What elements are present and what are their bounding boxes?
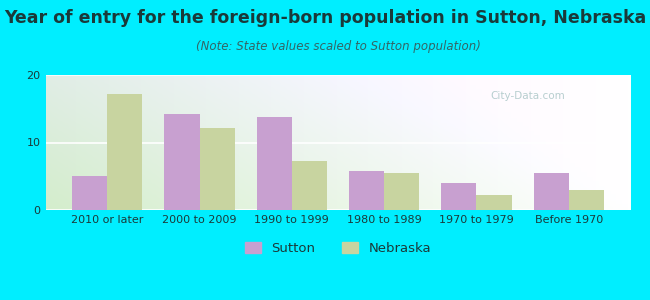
Bar	[107, 94, 142, 210]
Text: Year of entry for the foreign-born population in Sutton, Nebraska: Year of entry for the foreign-born popul…	[4, 9, 646, 27]
Bar	[534, 173, 569, 210]
Bar	[441, 183, 476, 210]
Bar	[476, 195, 512, 210]
Bar	[569, 190, 604, 210]
Bar	[292, 161, 327, 210]
Bar	[384, 173, 419, 210]
Bar	[349, 171, 384, 210]
Text: City-Data.com: City-Data.com	[490, 91, 565, 101]
Legend: Sutton, Nebraska: Sutton, Nebraska	[240, 236, 436, 260]
Bar	[200, 128, 235, 210]
Bar	[72, 176, 107, 210]
Title: (Note: State values scaled to Sutton population): (Note: State values scaled to Sutton pop…	[196, 40, 480, 53]
Bar	[257, 117, 292, 210]
Bar	[164, 114, 200, 210]
